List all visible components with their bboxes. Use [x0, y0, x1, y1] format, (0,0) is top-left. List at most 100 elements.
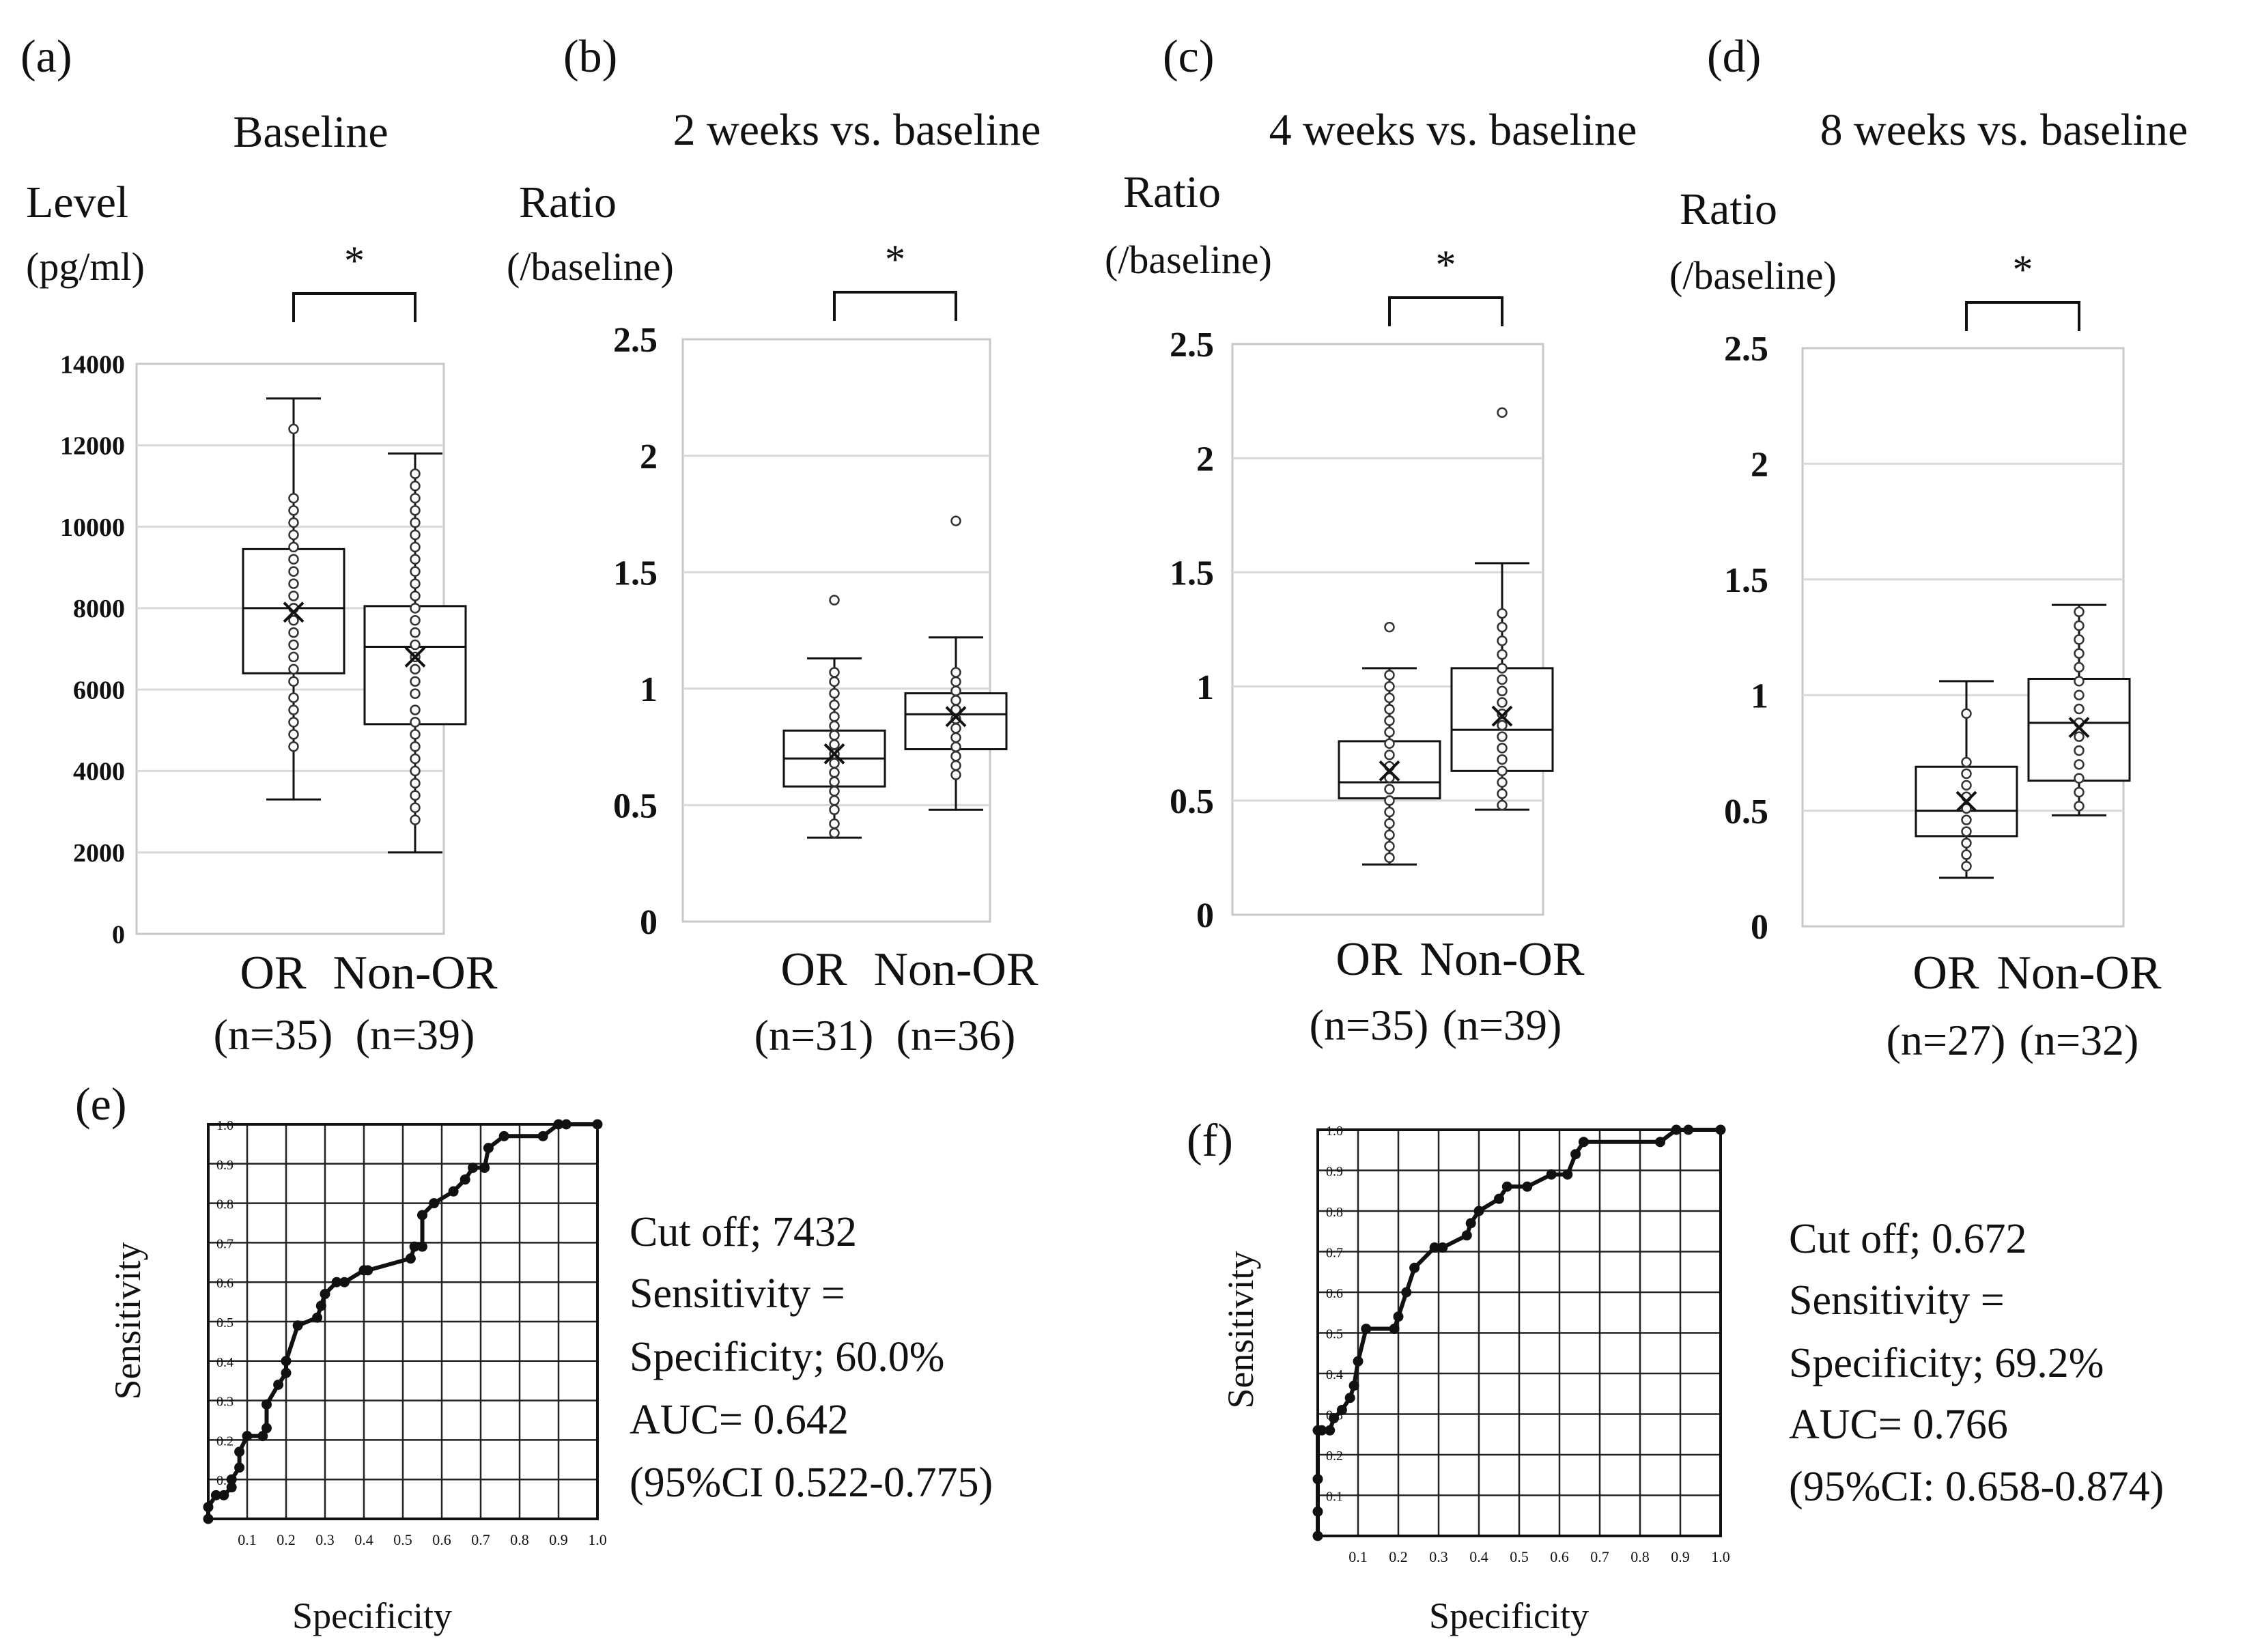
data-point [288, 704, 299, 715]
roc-point [1353, 1356, 1364, 1367]
data-point [1497, 788, 1508, 799]
roc-point [1312, 1474, 1323, 1485]
data-point [410, 664, 421, 675]
roc-annotation-line: (95%CI 0.522-0.775) [630, 1459, 993, 1506]
x-axis-label: Specificity [1429, 1595, 1589, 1636]
roc-point [483, 1143, 494, 1154]
data-point [829, 776, 840, 788]
panel-label: (c) [1163, 30, 1214, 82]
x-tick-label: 0.1 [238, 1531, 257, 1548]
data-point [1497, 608, 1508, 619]
data-point [410, 741, 421, 752]
roc-point [234, 1447, 245, 1457]
data-point [2074, 606, 2085, 617]
y-axis-label: Ratio [1680, 184, 1777, 234]
roc-annotation-line: Specificity; 60.0% [630, 1334, 944, 1380]
data-point [829, 720, 840, 732]
significance-bracket [1965, 301, 2080, 331]
data-point [410, 517, 421, 528]
roc-point [1329, 1412, 1340, 1423]
data-point [410, 603, 421, 614]
roc-point [1671, 1124, 1682, 1135]
roc-annotation-line: Sensitivity = [630, 1270, 845, 1317]
x-tick-label: 0.8 [510, 1531, 529, 1548]
data-point [2074, 745, 2085, 756]
data-point [410, 566, 421, 577]
plot-frame [1231, 343, 1544, 916]
roc-point [226, 1474, 237, 1485]
data-point [1384, 772, 1395, 784]
data-point [288, 423, 299, 435]
y-tick-label: 0.2 [216, 1434, 234, 1449]
y-tick-label: 0 [112, 920, 125, 949]
data-point [829, 804, 840, 815]
data-point [1384, 692, 1395, 704]
data-point [1497, 754, 1508, 765]
box-group-or [242, 397, 345, 801]
x-tick-label: 0.5 [393, 1531, 412, 1548]
plot-frame [207, 1123, 599, 1520]
data-point [410, 790, 421, 801]
y-tick-label: 0.5 [216, 1315, 234, 1330]
significance-marker: * [885, 237, 905, 282]
data-point [829, 739, 840, 750]
x-group-n-label: (n=39) [1443, 1001, 1562, 1049]
roc-point [1344, 1393, 1355, 1404]
data-point [2074, 648, 2085, 659]
data-point [1384, 806, 1395, 818]
plot-frame [681, 338, 991, 923]
data-point [288, 504, 299, 516]
data-point [1384, 715, 1395, 726]
y-tick-label: 2.5 [1170, 326, 1214, 365]
data-point [829, 758, 840, 769]
panel-label: (d) [1707, 30, 1761, 82]
y-tick-label: 2000 [73, 839, 125, 868]
mean-marker [823, 743, 845, 765]
mean-marker [283, 601, 305, 623]
data-point [410, 814, 421, 825]
y-tick-label: 1.5 [1170, 554, 1214, 593]
roc-point [234, 1462, 245, 1473]
box-group-non-or [1450, 407, 1554, 811]
data-point [410, 729, 421, 740]
y-tick-label: 0.4 [1326, 1367, 1343, 1382]
data-point [410, 529, 421, 541]
data-point [410, 688, 421, 699]
chart-title: Baseline [233, 107, 388, 157]
roc-annotation-line: Sensitivity = [1789, 1277, 2005, 1324]
iqr-box [1450, 667, 1554, 772]
data-point [829, 795, 840, 806]
x-group-label: OR [1336, 933, 1402, 986]
roc-point [409, 1241, 420, 1252]
y-axis-label: Sensitivity [107, 1242, 148, 1399]
y-tick-label: 1 [1196, 668, 1214, 707]
x-group-n-label: (n=36) [896, 1011, 1016, 1059]
data-point [1384, 840, 1395, 852]
data-point [410, 627, 421, 638]
data-point [410, 765, 421, 777]
data-point [2074, 801, 2085, 812]
data-point [1497, 697, 1508, 708]
y-tick-label: 2 [1751, 446, 1768, 485]
roc-annotation-line: (95%CI: 0.658-0.874) [1789, 1464, 2164, 1510]
x-tick-label: 0.5 [1510, 1548, 1529, 1565]
data-point [1384, 738, 1395, 749]
roc-point [405, 1253, 416, 1264]
y-tick-label: 0.3 [216, 1395, 234, 1410]
roc-point [1546, 1169, 1557, 1180]
roc-point [210, 1490, 221, 1500]
roc-point [429, 1198, 440, 1209]
y-tick-label: 0.6 [216, 1276, 234, 1291]
data-point [1961, 861, 1972, 872]
roc-point [460, 1174, 470, 1185]
roc-point [479, 1163, 490, 1173]
roc-point [1461, 1230, 1472, 1241]
data-point [1497, 708, 1508, 720]
y-axis-unit-label: (pg/ml) [26, 244, 145, 289]
data-point [1497, 621, 1508, 633]
x-group-label: OR [780, 943, 847, 996]
significance-marker: * [2013, 247, 2033, 292]
data-point [288, 615, 299, 626]
y-tick-label: 0.6 [1326, 1286, 1343, 1301]
x-group-n-label: (n=39) [356, 1010, 475, 1059]
